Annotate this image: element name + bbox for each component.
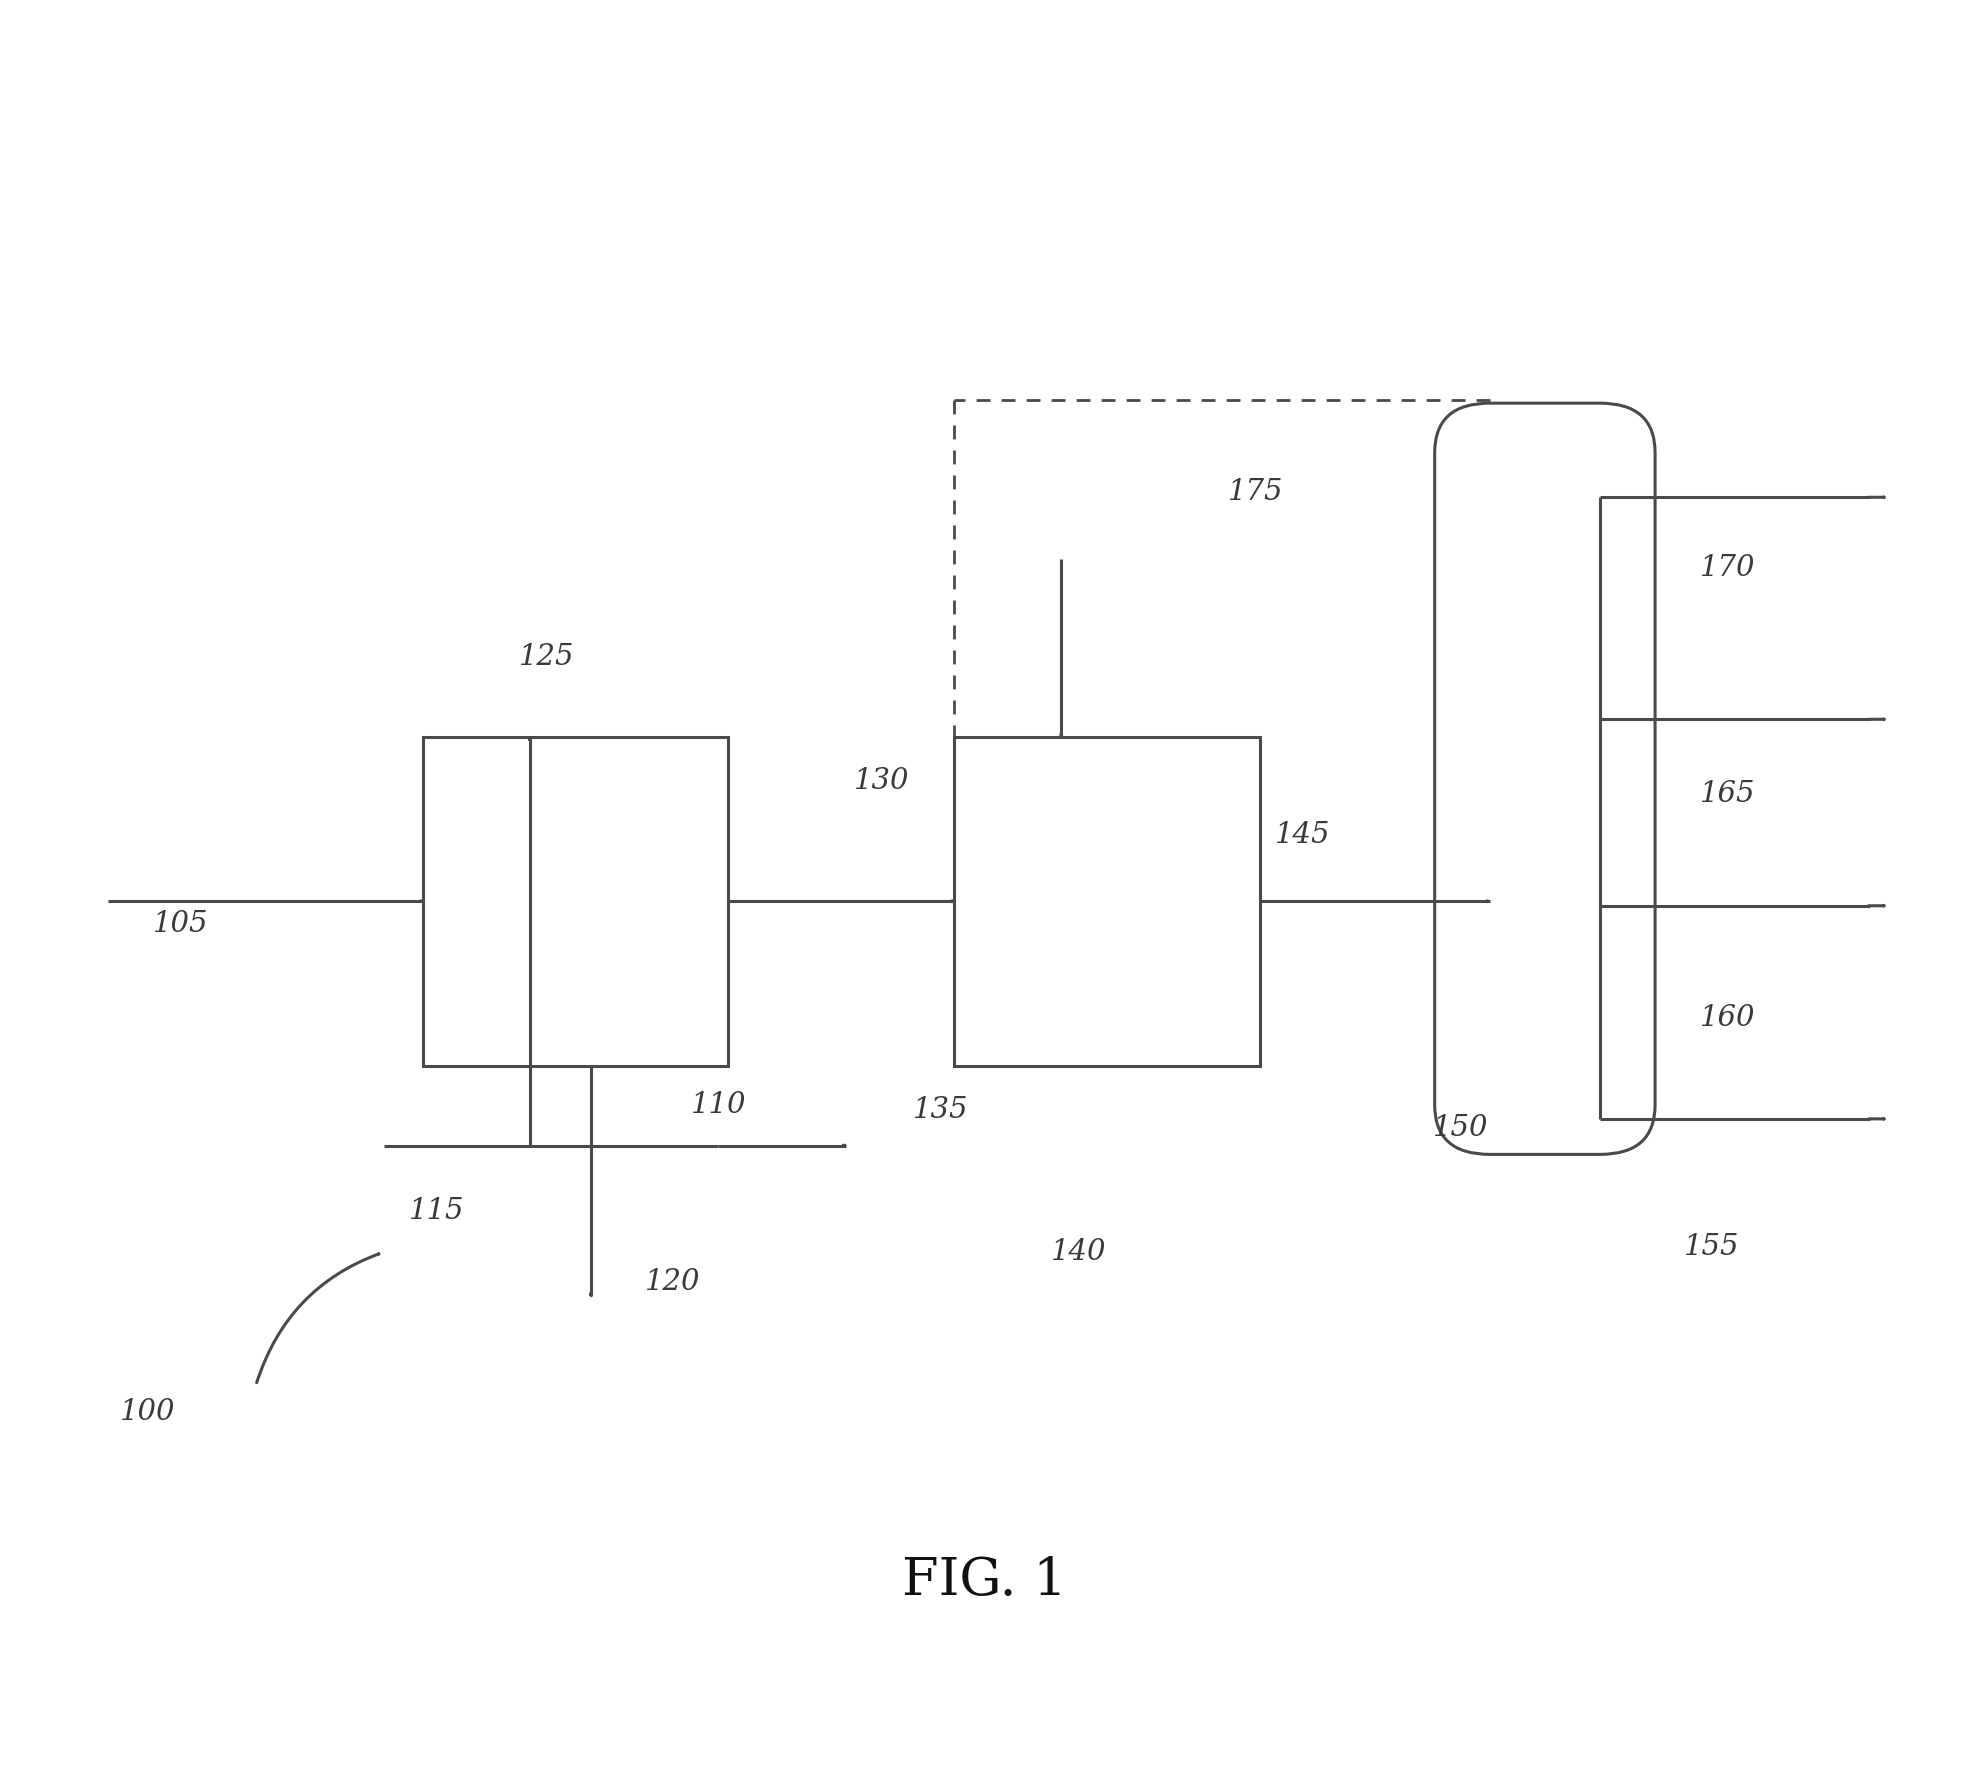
Text: 155: 155: [1685, 1233, 1740, 1261]
Text: 110: 110: [691, 1090, 746, 1119]
Text: 100: 100: [120, 1398, 175, 1426]
Text: 145: 145: [1275, 821, 1330, 849]
Text: 105: 105: [154, 909, 209, 938]
Bar: [423, 737, 728, 1066]
Bar: [954, 737, 1260, 1066]
Text: 120: 120: [646, 1268, 701, 1296]
Text: 135: 135: [913, 1096, 968, 1124]
Text: 125: 125: [520, 643, 575, 671]
Text: 130: 130: [854, 767, 909, 796]
Text: 140: 140: [1051, 1238, 1106, 1266]
Text: 115: 115: [409, 1197, 464, 1225]
Text: 160: 160: [1700, 1003, 1755, 1032]
Text: 170: 170: [1700, 554, 1755, 583]
Text: 175: 175: [1228, 478, 1283, 506]
Text: 165: 165: [1700, 780, 1755, 808]
Text: 150: 150: [1433, 1114, 1488, 1142]
Text: FIG. 1: FIG. 1: [901, 1556, 1067, 1606]
